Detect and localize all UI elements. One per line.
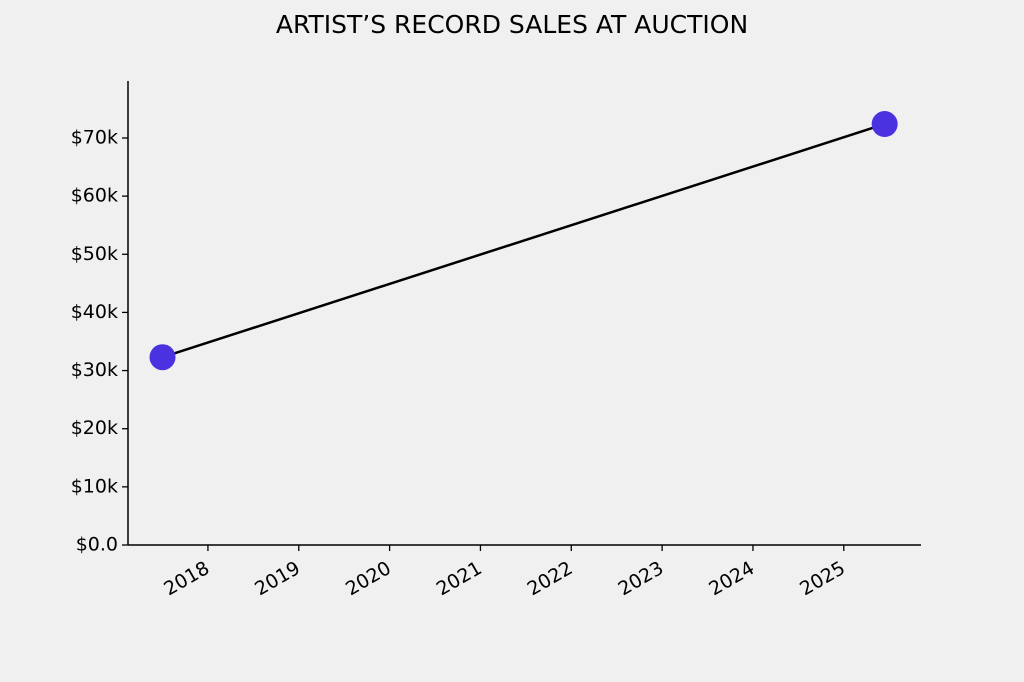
- y-tick-label: $70k: [71, 126, 118, 148]
- point: [871, 111, 898, 138]
- y-tick-label: $50k: [71, 243, 118, 265]
- chart-title: ARTIST’S RECORD SALES AT AUCTION: [276, 10, 748, 39]
- point: [149, 344, 176, 371]
- y-tick-label: $60k: [71, 185, 118, 207]
- y-tick-label: $20k: [71, 417, 118, 439]
- y-tick-label: $10k: [71, 475, 118, 497]
- y-tick-label: $0.0: [76, 534, 118, 556]
- line: [162, 122, 886, 359]
- y-tick-label: $40k: [71, 301, 118, 323]
- y-tick-label: $30k: [71, 359, 118, 381]
